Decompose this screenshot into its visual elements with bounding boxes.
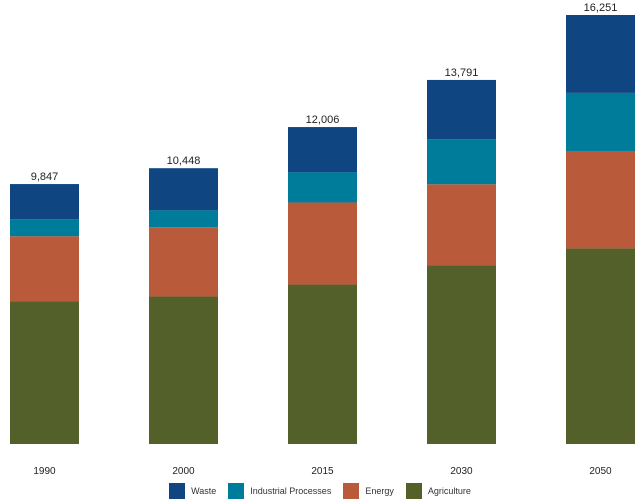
legend-item-industrial-processes: Industrial Processes xyxy=(228,483,331,499)
x-tick-label-2000: 2000 xyxy=(172,466,195,477)
x-tick-label-2015: 2015 xyxy=(311,466,334,477)
bar-segment-industrial-processes-2000 xyxy=(149,210,218,228)
total-label-2000: 10,448 xyxy=(167,155,201,167)
legend-label-waste: Waste xyxy=(191,486,217,496)
total-label-1990: 9,847 xyxy=(31,171,59,183)
legend-item-agriculture: Agriculture xyxy=(405,483,471,499)
total-label-2030: 13,791 xyxy=(445,67,479,79)
total-label-2015: 12,006 xyxy=(306,114,340,126)
bar-segment-energy-1990 xyxy=(10,236,79,302)
bar-segment-waste-2000 xyxy=(149,168,218,211)
legend-item-waste: Waste xyxy=(169,483,216,499)
stacked-bar-chart: 9,847 1990 10,448 2000 12,006 2015 13,791 2030 1… xyxy=(10,2,635,477)
bar-segment-energy-2015 xyxy=(288,202,357,285)
bar-segment-waste-1990 xyxy=(10,184,79,220)
bar-group-2015 xyxy=(288,127,357,444)
bar-group-1990 xyxy=(10,184,79,444)
bar-segment-energy-2050 xyxy=(566,150,635,249)
bar-segment-agriculture-2015 xyxy=(288,284,357,444)
legend: Waste Industrial Processes Energy Agricu… xyxy=(0,482,640,500)
x-tick-label-1990: 1990 xyxy=(33,466,56,477)
legend-swatch-agriculture xyxy=(405,483,422,499)
bar-segment-industrial-processes-2015 xyxy=(288,172,357,203)
bar-group-2030 xyxy=(427,79,496,444)
legend-swatch-waste xyxy=(169,483,186,499)
x-tick-label-2030: 2030 xyxy=(450,466,473,477)
legend-item-energy: Energy xyxy=(343,483,394,499)
bar-segment-energy-2000 xyxy=(149,227,218,297)
bar-segment-industrial-processes-2050 xyxy=(566,92,635,151)
bar-segment-waste-2015 xyxy=(288,127,357,173)
x-tick-label-2050: 2050 xyxy=(589,466,612,477)
bar-segment-agriculture-2030 xyxy=(427,265,496,444)
bar-segment-waste-2030 xyxy=(427,79,496,140)
bar-segment-waste-2050 xyxy=(566,15,635,93)
legend-swatch-energy xyxy=(343,483,360,499)
bar-group-2050 xyxy=(566,15,635,444)
bar-segment-agriculture-2000 xyxy=(149,296,218,444)
total-label-2050: 16,251 xyxy=(584,2,618,14)
bar-segment-industrial-processes-2030 xyxy=(427,139,496,185)
legend-swatch-industrial-processes xyxy=(228,483,245,499)
bar-segment-agriculture-1990 xyxy=(10,301,79,444)
bar-segment-agriculture-2050 xyxy=(566,248,635,444)
bar-segment-energy-2030 xyxy=(427,184,496,266)
legend-label-industrial-processes: Industrial Processes xyxy=(250,486,332,496)
bar-segment-industrial-processes-1990 xyxy=(10,219,79,237)
bar-group-2000 xyxy=(149,168,218,444)
legend-label-agriculture: Agriculture xyxy=(427,486,471,496)
legend-label-energy: Energy xyxy=(365,486,394,496)
